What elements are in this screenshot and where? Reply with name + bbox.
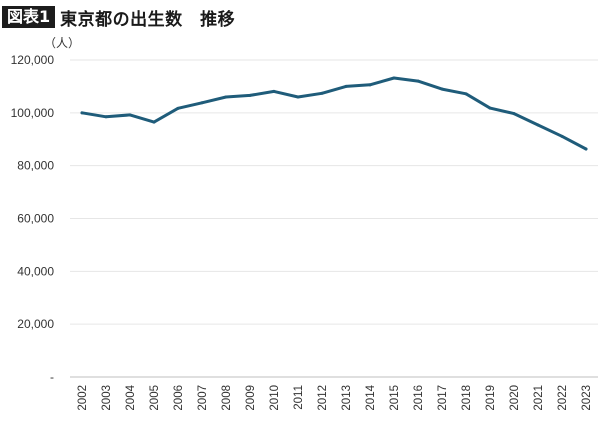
x-tick-label: 2009 (245, 385, 257, 411)
x-tick-label: 2018 (461, 385, 473, 411)
data-point-2009 (248, 93, 252, 97)
x-axis-ticks: 2002 2003 2004 2005 2006 2007 2008 2009 2010 2011… (77, 384, 593, 410)
x-tick-label: 2008 (221, 385, 233, 411)
y-tick-label: 40,000 (17, 264, 54, 278)
y-tick-label: 60,000 (17, 212, 54, 226)
data-point-2002 (80, 111, 84, 115)
data-point-2007 (200, 101, 204, 105)
x-tick-label: 2021 (533, 385, 545, 411)
x-tick-label: 2015 (389, 385, 401, 411)
x-tick-label: 2003 (101, 385, 113, 411)
data-point-2003 (104, 115, 108, 119)
y-tick-label: - (50, 370, 54, 384)
data-point-2022 (560, 134, 564, 138)
data-point-2012 (320, 91, 324, 95)
series-line (80, 76, 588, 151)
x-tick-label: 2002 (77, 385, 89, 411)
data-point-2017 (440, 87, 444, 91)
x-tick-label: 2017 (437, 385, 449, 411)
x-tick-label: 2014 (365, 384, 377, 410)
x-tick-label: 2010 (269, 385, 281, 411)
x-tick-label: 2016 (413, 385, 425, 411)
chart-header: 図表1 東京都の出生数 推移 (2, 4, 235, 30)
data-point-2008 (224, 95, 228, 99)
data-point-2013 (344, 84, 348, 88)
y-tick-label: 80,000 (17, 159, 54, 173)
data-point-2015 (392, 76, 396, 80)
data-point-2004 (128, 113, 132, 117)
y-tick-label: 100,000 (11, 106, 55, 120)
x-tick-label: 2006 (173, 385, 185, 411)
series-layer (80, 76, 588, 151)
grid-lines (70, 59, 598, 378)
data-point-2005 (152, 120, 156, 124)
x-tick-label: 2005 (149, 385, 161, 411)
data-point-2016 (416, 79, 420, 83)
data-point-2010 (272, 89, 276, 93)
data-point-2018 (464, 92, 468, 96)
x-tick-label: 2019 (485, 385, 497, 411)
y-axis-unit-label: （人） (44, 36, 81, 50)
figure-badge: 図表1 (2, 6, 56, 28)
x-tick-label: 2020 (509, 385, 521, 411)
data-point-2023 (584, 147, 588, 151)
y-axis-ticks: - 20,000 40,000 60,000 80,000 100,000 120,000 (11, 53, 55, 384)
y-tick-label: 20,000 (17, 317, 54, 331)
x-tick-label: 2004 (125, 384, 137, 410)
x-tick-label: 2012 (317, 385, 329, 411)
data-point-2019 (488, 106, 492, 110)
data-point-2011 (296, 95, 300, 99)
x-tick-label: 2007 (197, 385, 209, 411)
data-point-2006 (176, 106, 180, 110)
y-tick-label: 120,000 (11, 53, 55, 67)
data-point-2014 (368, 83, 372, 87)
x-tick-label: 2023 (581, 385, 593, 411)
x-tick-label: 2011 (293, 385, 305, 410)
x-tick-label: 2022 (557, 385, 569, 411)
x-tick-label: 2013 (341, 385, 353, 411)
data-point-2020 (512, 112, 516, 116)
chart-title: 東京都の出生数 推移 (60, 9, 236, 30)
data-point-2021 (536, 123, 540, 127)
